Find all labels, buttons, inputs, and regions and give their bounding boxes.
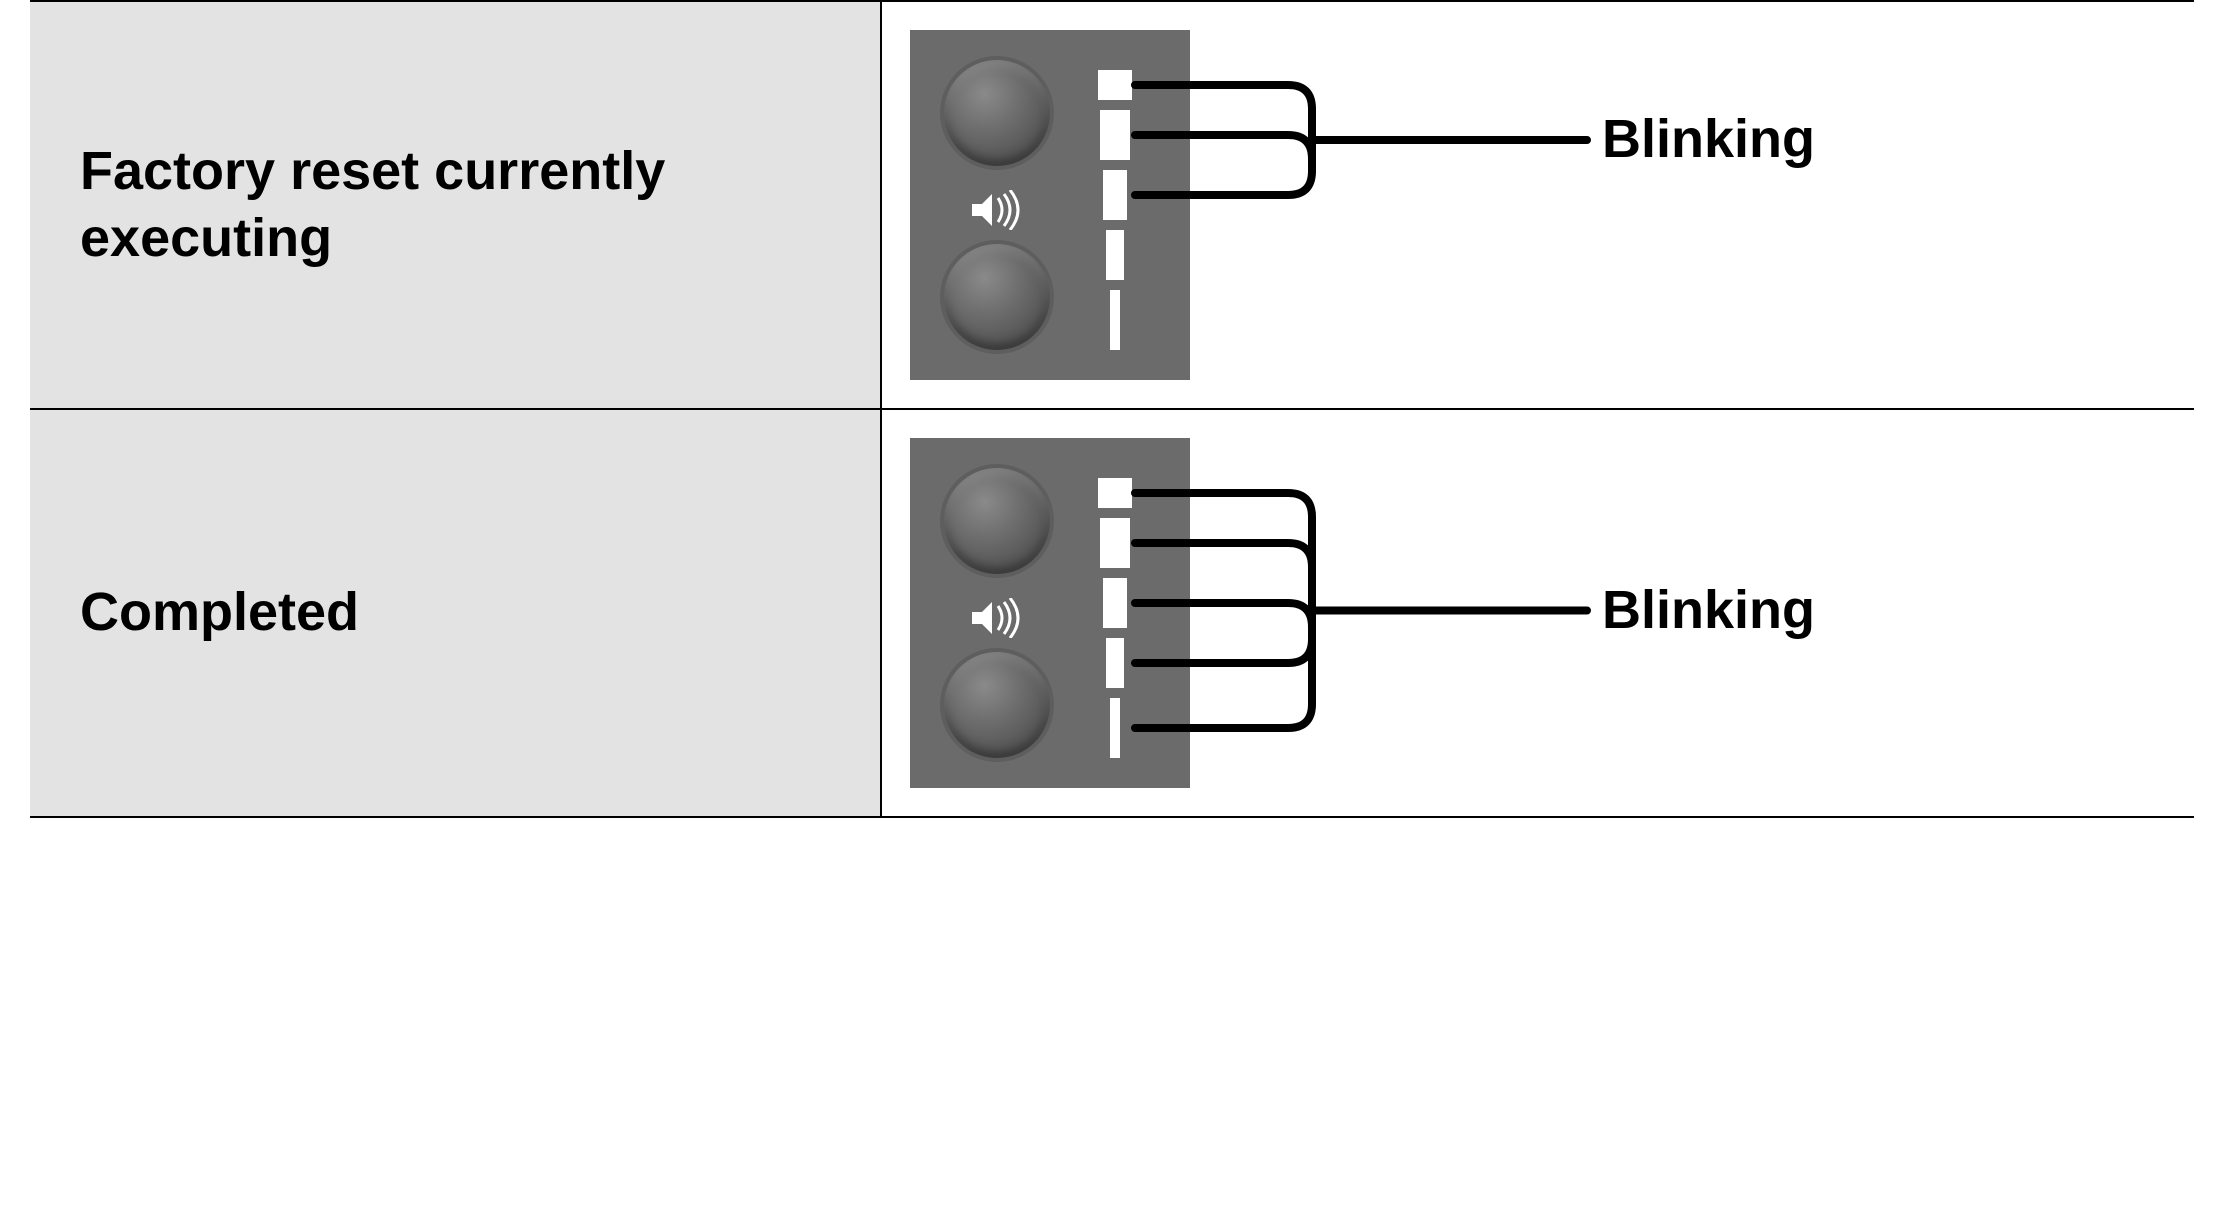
device-diagram: Blinking <box>882 410 2194 816</box>
row-label-cell: Completed <box>30 409 881 817</box>
row-label: Completed <box>30 579 880 647</box>
row-label: Factory reset currently executing <box>30 138 880 273</box>
table-row: Factory reset currently executing <box>30 1 2194 409</box>
callout-label: Blinking <box>1602 108 1815 170</box>
callout-label: Blinking <box>1602 579 1815 641</box>
callout-bracket-icon <box>882 2 2196 408</box>
table-row: Completed Blinking <box>30 409 2194 817</box>
row-label-cell: Factory reset currently executing <box>30 1 881 409</box>
status-table: Factory reset currently executing <box>30 0 2194 818</box>
row-diagram-cell: Blinking <box>881 1 2194 409</box>
row-diagram-cell: Blinking <box>881 409 2194 817</box>
callout-bracket-icon <box>882 410 2196 816</box>
device-diagram: Blinking <box>882 2 2194 408</box>
